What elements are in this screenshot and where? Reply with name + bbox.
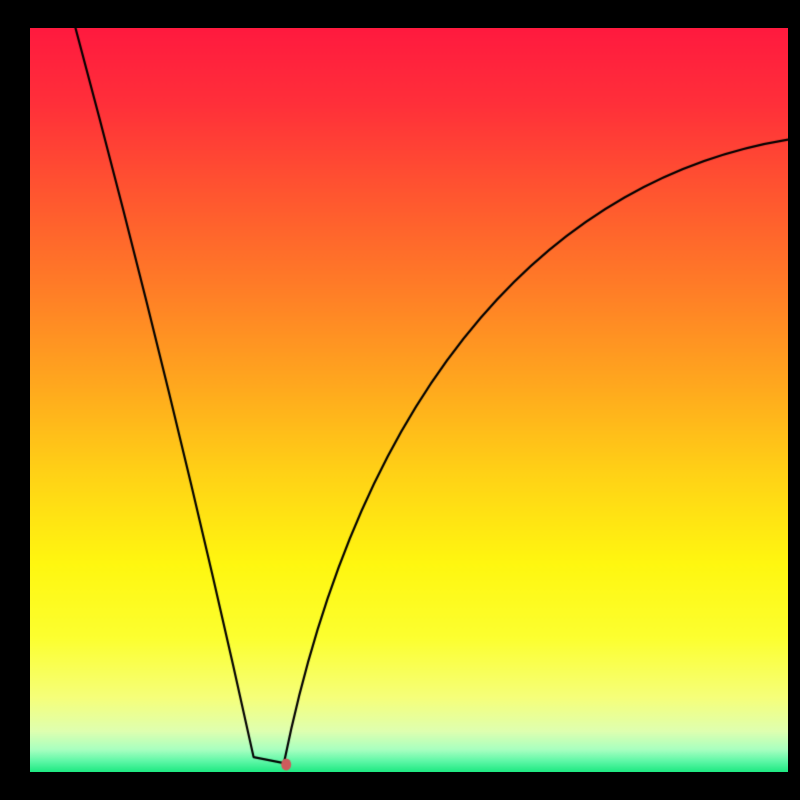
plot-area [30,28,788,772]
chart-container: { "watermark": { "text": "TheBottlenecke… [0,0,800,800]
watermark-text: TheBottlenecker.com [576,4,788,28]
curve-canvas [30,28,788,772]
